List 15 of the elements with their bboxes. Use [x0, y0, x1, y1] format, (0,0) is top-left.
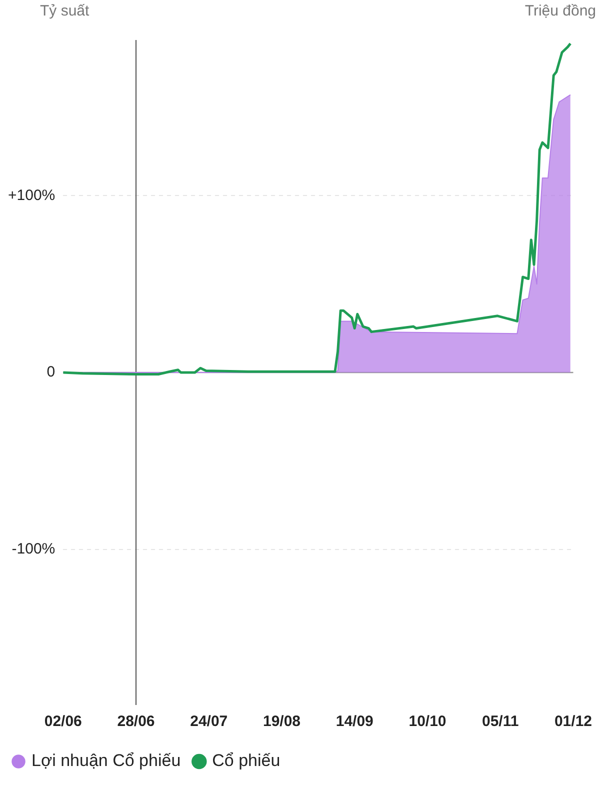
x-tick-label: 19/08 [262, 713, 301, 730]
y-axis-title: Tỷ suất [40, 2, 90, 20]
x-tick-label: 05/11 [482, 713, 519, 730]
y-tick-label: 0 [46, 364, 56, 381]
x-tick-label: 14/09 [336, 713, 374, 730]
x-tick-label: 02/06 [44, 713, 82, 730]
y2-axis-title: Triệu đồng [524, 2, 596, 20]
y-tick-label: +100% [8, 186, 56, 204]
x-tick-label: 24/07 [190, 713, 228, 730]
x-tick-label: 01/12 [554, 713, 592, 730]
x-tick-label: 28/06 [117, 713, 155, 730]
y-tick-label: -100% [12, 540, 56, 558]
legend-label: Lợi nhuận Cổ phiếu [32, 751, 181, 770]
legend-label: Cổ phiếu [212, 751, 280, 770]
x-tick-label: 10/10 [408, 713, 446, 730]
